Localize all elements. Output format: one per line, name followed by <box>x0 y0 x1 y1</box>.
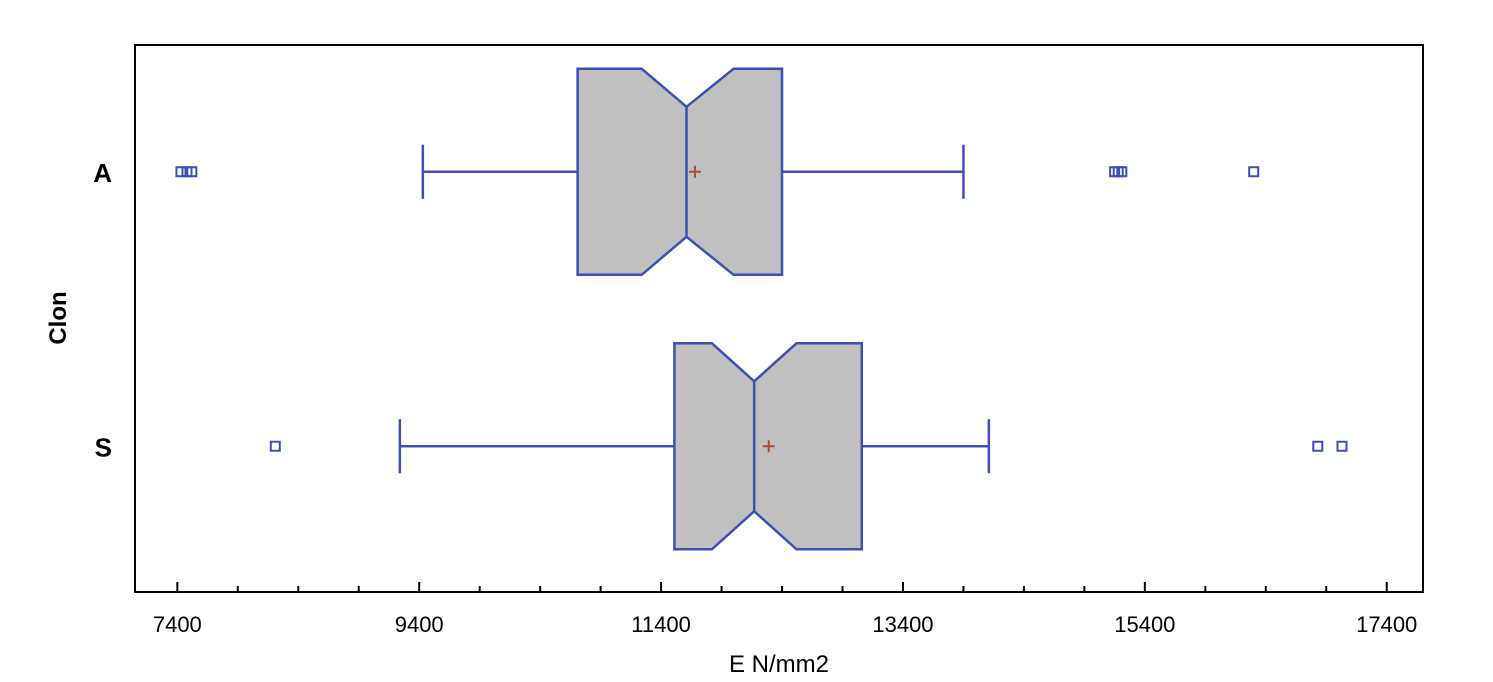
x-tick-label: 17400 <box>1356 612 1417 637</box>
notched-box <box>576 67 784 277</box>
outlier-point <box>1312 440 1324 452</box>
x-tick-label: 15400 <box>1114 612 1175 637</box>
x-tick-label: 11400 <box>631 612 691 637</box>
category-label: A <box>93 158 112 188</box>
boxes-layer: AS <box>93 67 1348 551</box>
outlier-point <box>175 166 187 178</box>
x-axis-ticks: 7400 9400 11400 13400 15400 17400 <box>153 582 1417 637</box>
x-tick-label: 7400 <box>153 612 202 637</box>
outlier-point <box>1116 166 1128 178</box>
outlier-point <box>1248 166 1260 178</box>
box-group-s: S <box>95 342 1348 551</box>
y-axis-title: Clon <box>45 291 72 344</box>
box-group-a: A <box>93 67 1260 277</box>
outlier-point <box>269 440 281 452</box>
plot-frame <box>134 44 1424 593</box>
category-label: S <box>95 432 112 462</box>
x-tick-label: 9400 <box>395 612 444 637</box>
outlier-point <box>186 166 198 178</box>
outlier-point <box>1336 440 1348 452</box>
x-axis-title: E N/mm2 <box>729 651 829 678</box>
x-tick-label: 13400 <box>872 612 933 637</box>
